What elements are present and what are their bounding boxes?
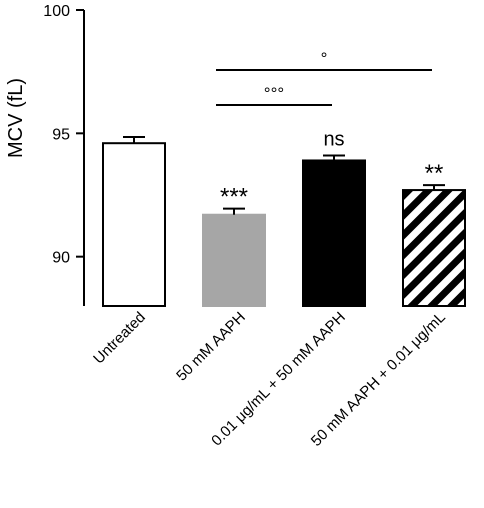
bar: [302, 159, 366, 307]
significance-label: ns: [323, 129, 344, 151]
y-tick-label: 90: [52, 250, 70, 267]
bracket-label: °°°: [264, 84, 284, 103]
y-ticks: 90 95 100: [43, 3, 84, 267]
bars: *** ns **: [102, 129, 466, 308]
bar: [202, 213, 266, 308]
significance-label: **: [425, 160, 444, 187]
y-tick-label: 95: [52, 126, 70, 143]
bracket-label: °: [321, 49, 328, 68]
bar: [102, 142, 166, 307]
y-tick-label: 100: [43, 3, 70, 20]
bar: [402, 189, 466, 307]
y-axis-label: MCV (fL): [5, 78, 27, 158]
x-tick-label: Untreated: [90, 309, 149, 368]
significance-brackets: °°°°: [216, 49, 432, 106]
significance-label: ***: [220, 184, 248, 211]
x-tick-label: 50 mM AAPH: [173, 309, 249, 385]
